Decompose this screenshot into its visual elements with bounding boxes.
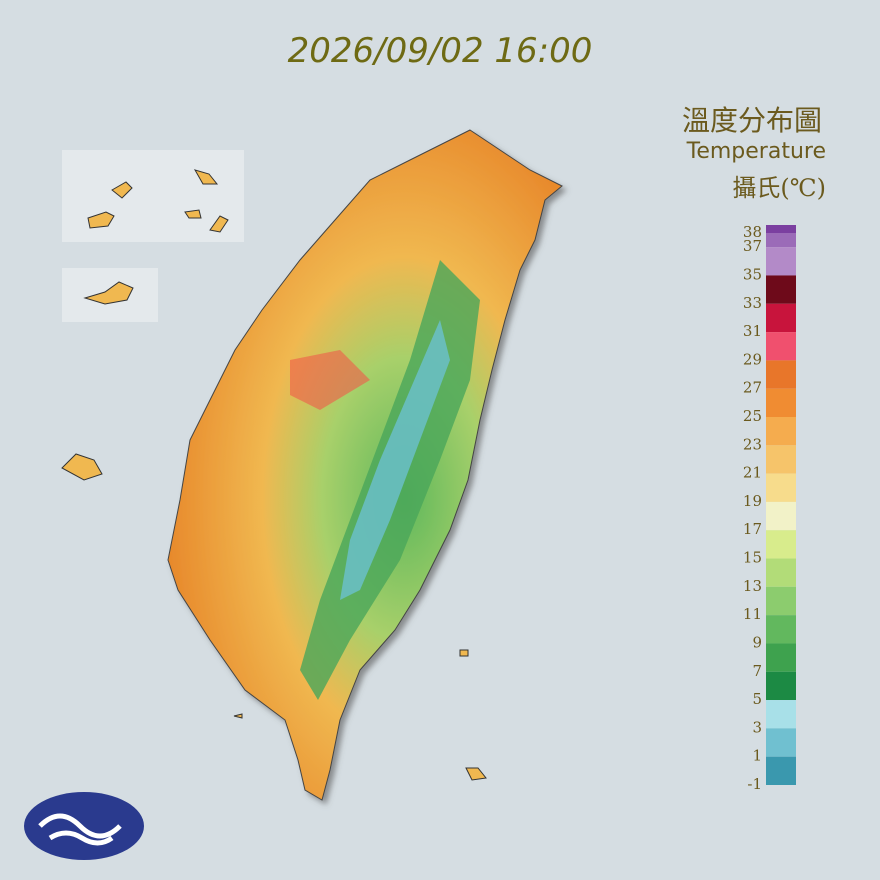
logo-waves	[38, 813, 122, 846]
legend-tick-label: 17	[743, 520, 762, 538]
legend-swatch	[766, 700, 796, 729]
legend-swatch	[766, 558, 796, 587]
legend-swatch	[766, 643, 796, 672]
legend-tick-label: 29	[743, 350, 762, 368]
legend-tick-label: -1	[747, 775, 762, 793]
legend-tick-label: 19	[743, 492, 762, 510]
legend-tick-label: 31	[743, 322, 762, 340]
legend-tick-label: 5	[752, 690, 762, 708]
legend-swatch	[766, 247, 796, 276]
legend-tick-label: 38	[743, 223, 762, 241]
legend-unit: 攝氏(℃)	[732, 174, 826, 202]
legend-tick-label: 27	[743, 379, 762, 397]
legend-swatch	[766, 417, 796, 446]
legend-swatch	[766, 728, 796, 757]
legend-swatch	[766, 275, 796, 304]
legend-swatch	[766, 445, 796, 474]
legend-swatch	[766, 473, 796, 502]
legend-swatch	[766, 756, 796, 785]
legend-subtitle: Temperature	[686, 139, 826, 164]
legend-swatch	[766, 332, 796, 361]
title: 2026/09/02 16:00	[288, 31, 593, 71]
legend-swatch	[766, 501, 796, 531]
legend-swatch	[766, 303, 796, 333]
legend-swatch	[766, 233, 796, 248]
legend-tick-label: 23	[743, 435, 762, 453]
legend-swatch	[766, 586, 796, 616]
legend-swatch	[766, 225, 796, 233]
islands	[61, 169, 487, 781]
legend-tick-label: 11	[743, 605, 762, 623]
legend-tick-label: 9	[752, 633, 762, 651]
legend-swatch	[766, 671, 796, 701]
legend-tick-label: 25	[743, 407, 762, 425]
legend-swatch	[766, 530, 796, 559]
legend-tick-label: 7	[752, 662, 762, 680]
legend-swatch	[766, 615, 796, 644]
legend-tick-label: 13	[743, 577, 762, 595]
hot-area	[290, 350, 370, 410]
legend-tick-label: 33	[743, 294, 762, 312]
legend-swatch	[766, 360, 796, 389]
legend-tick-label: 37	[743, 237, 762, 255]
peaks	[340, 320, 450, 600]
legend-tick-label: 1	[752, 747, 762, 765]
legend-swatch	[766, 388, 796, 417]
legend-tick-label: 15	[743, 549, 762, 567]
legend-tick-label: 3	[752, 718, 762, 736]
logo	[24, 792, 144, 860]
legend-tick-label: 35	[743, 265, 762, 283]
legend-tick-label: 21	[743, 464, 762, 482]
legend-title: 溫度分布圖	[682, 104, 822, 137]
